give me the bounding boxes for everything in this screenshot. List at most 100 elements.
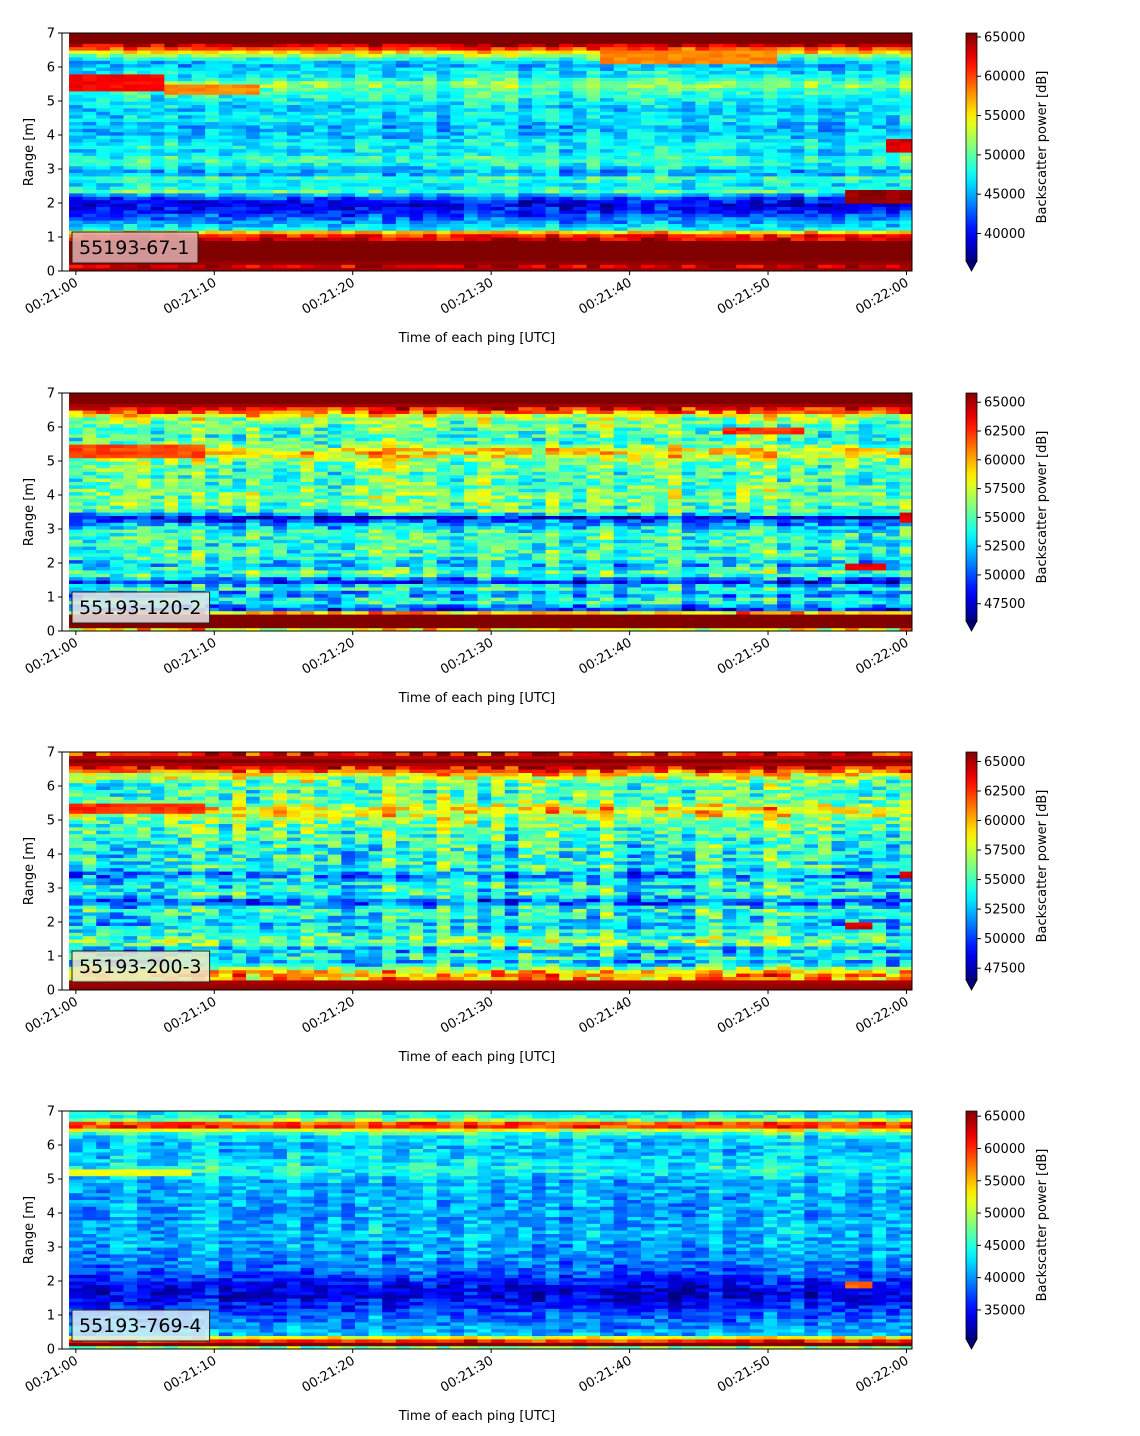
heatmap-cell <box>804 155 819 160</box>
heatmap-cell <box>96 206 111 211</box>
heatmap-cell <box>205 165 220 170</box>
heatmap-cell <box>191 73 206 78</box>
heatmap-cell <box>246 240 261 245</box>
heatmap-cell <box>354 145 370 150</box>
heatmap-cell <box>314 104 329 109</box>
heatmap-cell <box>246 148 261 153</box>
heatmap-cell <box>886 124 901 129</box>
heatmap-cell <box>654 196 669 201</box>
heatmap-cell <box>627 63 642 68</box>
heatmap-cell <box>668 223 683 228</box>
heatmap-cell <box>518 213 533 218</box>
heatmap-cell <box>504 70 519 75</box>
heatmap-cell <box>518 131 533 136</box>
heatmap-cell <box>300 189 315 194</box>
heatmap-cell <box>82 420 97 425</box>
heatmap-cell <box>314 46 329 51</box>
heatmap-cell <box>613 209 628 214</box>
heatmap-cell <box>627 124 642 129</box>
heatmap-cell <box>327 97 342 102</box>
heatmap-cell <box>545 77 560 82</box>
heatmap-cell <box>600 94 615 99</box>
heatmap-cell <box>150 50 165 54</box>
heatmap-cell <box>273 33 288 37</box>
heatmap-cell <box>695 145 710 150</box>
heatmap-cell <box>504 169 519 173</box>
heatmap-cell <box>177 53 193 58</box>
heatmap-cell <box>600 260 615 265</box>
heatmap-cell <box>899 237 912 241</box>
heatmap-cell <box>709 237 724 241</box>
heatmap-cell <box>559 186 574 190</box>
heatmap-cell <box>600 39 615 44</box>
heatmap-cell <box>695 94 710 99</box>
heatmap-cell <box>831 233 846 238</box>
heatmap-cell <box>137 267 152 271</box>
heatmap-cell <box>273 182 288 187</box>
heatmap-cell <box>600 189 615 194</box>
heatmap-cell <box>205 240 220 245</box>
heatmap-cell <box>586 192 601 197</box>
heatmap-cell <box>137 36 152 41</box>
heatmap-cell <box>341 165 356 170</box>
heatmap-cell <box>709 39 724 44</box>
heatmap-cell <box>463 254 479 258</box>
heatmap-cell <box>232 39 247 44</box>
heatmap-cell <box>790 118 805 122</box>
heatmap-cell <box>423 152 438 156</box>
heatmap-cell <box>327 60 342 65</box>
heatmap-cell <box>872 77 887 82</box>
heatmap-cell <box>695 155 710 160</box>
heatmap-cell <box>858 250 874 255</box>
heatmap-cell <box>817 233 833 238</box>
heatmap-cell <box>123 580 138 584</box>
heatmap-cell <box>654 233 669 238</box>
heatmap-cell <box>82 481 97 486</box>
heatmap-cell <box>246 243 261 248</box>
heatmap-cell <box>96 118 111 122</box>
heatmap-cell <box>654 247 669 252</box>
heatmap-cell <box>314 33 329 37</box>
heatmap-cell <box>109 410 125 414</box>
heatmap-cell <box>137 522 152 527</box>
heatmap-cell <box>572 124 588 129</box>
x-tick-label: 00:21:10 <box>161 275 219 317</box>
heatmap-cell <box>695 230 710 235</box>
heatmap-cell <box>899 213 912 218</box>
heatmap-cell <box>123 97 138 102</box>
heatmap-cell <box>82 576 97 581</box>
heatmap-cell <box>899 196 912 201</box>
heatmap-cell <box>600 80 615 85</box>
heatmap-cell <box>218 70 234 75</box>
heatmap-cell <box>82 413 97 418</box>
heatmap-cell <box>504 84 519 88</box>
heatmap-cell <box>831 213 846 218</box>
heatmap-cell <box>423 80 438 85</box>
heatmap-cell <box>368 162 383 167</box>
heatmap-cell <box>150 203 165 207</box>
heatmap-cell <box>286 247 302 252</box>
heatmap-cell <box>477 243 492 248</box>
heatmap-cell <box>736 46 751 51</box>
heatmap-cell <box>123 216 138 221</box>
heatmap-cell <box>177 94 193 99</box>
heatmap-cell <box>382 182 397 187</box>
heatmap-cell <box>804 209 819 214</box>
heatmap-cell <box>109 67 125 71</box>
heatmap-cell <box>613 97 628 102</box>
heatmap-cell <box>463 70 479 75</box>
heatmap-cell <box>191 216 206 221</box>
heatmap-cell <box>790 203 805 207</box>
heatmap-cell <box>218 50 234 54</box>
heatmap-cell <box>164 450 179 455</box>
heatmap-cell <box>518 243 533 248</box>
heatmap-cell <box>600 131 615 136</box>
heatmap-cell <box>695 70 710 75</box>
heatmap-cell <box>654 56 669 61</box>
heatmap-cell <box>96 87 111 92</box>
heatmap-cell <box>872 50 887 54</box>
heatmap-cell <box>804 101 819 105</box>
heatmap-cell <box>246 36 261 41</box>
heatmap-cell <box>341 169 356 173</box>
heatmap-cell <box>423 226 438 231</box>
